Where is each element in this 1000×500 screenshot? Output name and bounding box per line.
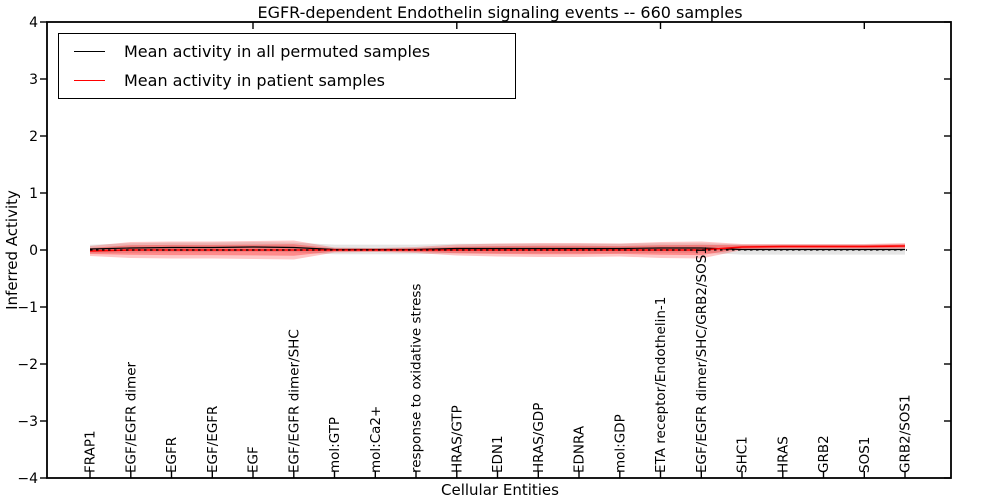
x-tick-label: mol:GDP [613, 414, 629, 473]
y-tick-label: −4 [17, 471, 38, 487]
legend-item-label: Mean activity in all permuted samples [124, 42, 431, 61]
x-tick-label: ETA receptor/Endothelin-1 [653, 297, 669, 473]
y-tick-label: 0 [29, 243, 38, 259]
y-tick-label: −1 [17, 300, 38, 316]
x-tick-label: HRAS/GTP [450, 405, 466, 473]
chart-title: EGFR-dependent Endothelin signaling even… [257, 3, 743, 22]
y-tick-label: −2 [17, 357, 38, 373]
x-tick-label: EGF/EGFR dimer/SHC [287, 329, 303, 473]
y-tick-label: 1 [29, 186, 38, 202]
y-tick-label: 3 [29, 72, 38, 88]
legend-item: Mean activity in patient samples [59, 66, 515, 95]
legend-item: Mean activity in all permuted samples [59, 37, 515, 66]
x-tick-label: EGF/EGFR [205, 406, 221, 473]
legend-line-swatch [74, 51, 105, 52]
x-tick-label: GRB2/SOS1 [898, 394, 914, 473]
x-tick-label: response to oxidative stress [409, 284, 425, 473]
y-tick-label: 4 [29, 15, 38, 31]
legend-line-swatch [74, 80, 105, 81]
x-tick-label: GRB2 [816, 435, 832, 473]
x-tick-label: EGF/EGFR dimer [124, 361, 140, 473]
legend-item-label: Mean activity in patient samples [124, 71, 385, 90]
legend: Mean activity in all permuted samples Mea… [58, 33, 516, 99]
x-tick-label: EGF/EGFR dimer/SHC/GRB2/SOS1 [694, 246, 710, 473]
x-tick-label: EDNRA [572, 425, 588, 473]
patient-mean-line [89, 245, 906, 252]
x-tick-label: SHC1 [735, 436, 751, 473]
y-tick-label: −3 [17, 414, 38, 430]
x-tick-label: mol:Ca2+ [368, 406, 384, 473]
x-tick-label: FRAP1 [83, 430, 99, 473]
x-tick-label: HRAS [776, 436, 792, 473]
y-tick-label: 2 [29, 129, 38, 145]
x-tick-label: EGFR [164, 437, 180, 473]
x-tick-label: EDN1 [490, 435, 506, 473]
x-tick-label: SOS1 [857, 437, 873, 473]
x-axis-label: Cellular Entities [441, 481, 559, 499]
y-axis-label: Inferred Activity [3, 190, 21, 310]
x-tick-label: HRAS/GDP [531, 403, 547, 473]
x-tick-label: EGF [246, 446, 262, 473]
x-tick-label: mol:GTP [327, 417, 343, 473]
